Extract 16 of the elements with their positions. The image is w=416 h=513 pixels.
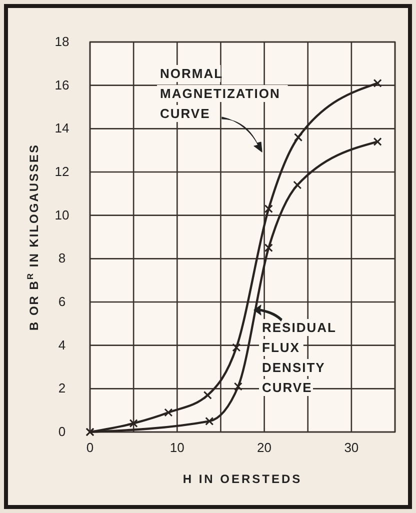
y-tick-label: 12 (54, 164, 70, 179)
x-axis-title: H IN OERSTEDS (182, 472, 302, 486)
legend-label: RESIDUAL FLUX DENSITY CURVE (262, 320, 336, 395)
y-tick-label: 8 (58, 250, 66, 266)
y-tick-label: 14 (54, 120, 70, 136)
y-tick-label: 10 (54, 207, 70, 222)
x-tick-label: 20 (257, 440, 272, 455)
y-tick-label: 4 (58, 337, 66, 352)
y-tick-label: 16 (54, 77, 70, 92)
x-tick-label: 0 (86, 440, 94, 455)
y-tick-label: 18 (54, 34, 70, 49)
y-tick-label: 0 (58, 424, 66, 439)
y-tick-label: 6 (58, 294, 66, 309)
y-tick-label: 2 (58, 380, 66, 396)
x-tick-label: 30 (344, 440, 359, 455)
x-tick-label: 10 (170, 440, 184, 455)
